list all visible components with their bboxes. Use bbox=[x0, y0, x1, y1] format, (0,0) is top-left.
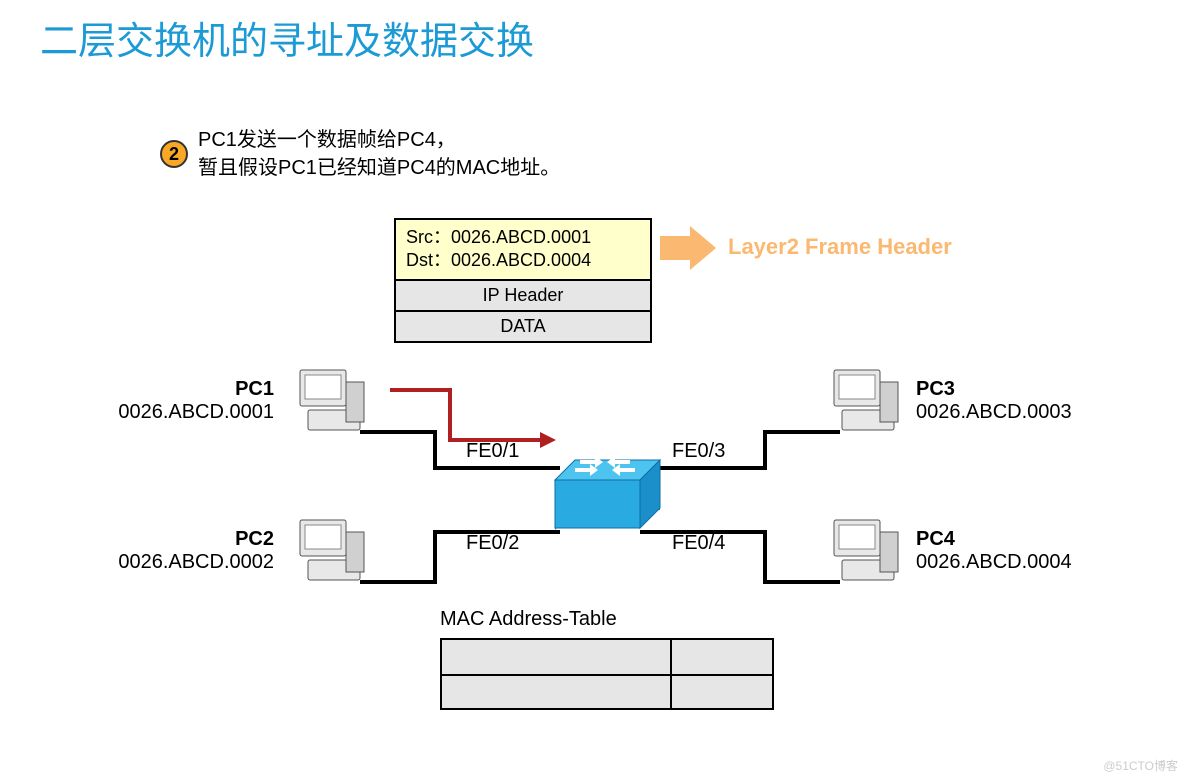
pc1-name: PC1 bbox=[44, 378, 274, 401]
pc1-label: PC1 0026.ABCD.0001 bbox=[44, 378, 274, 424]
port-fe02: FE0/2 bbox=[466, 532, 519, 555]
table-cell bbox=[672, 676, 772, 708]
pc4-icon bbox=[834, 520, 898, 580]
pc3-name: PC3 bbox=[916, 378, 1146, 401]
pc1-icon bbox=[300, 370, 364, 430]
table-cell bbox=[442, 676, 672, 708]
mac-address-table bbox=[440, 638, 774, 710]
mac-table-title: MAC Address-Table bbox=[440, 608, 617, 631]
pc1-mac: 0026.ABCD.0001 bbox=[44, 401, 274, 424]
pc2-mac: 0026.ABCD.0002 bbox=[44, 551, 274, 574]
pc3-label: PC3 0026.ABCD.0003 bbox=[916, 378, 1146, 424]
pc4-mac: 0026.ABCD.0004 bbox=[916, 551, 1146, 574]
table-row bbox=[442, 674, 772, 708]
table-cell bbox=[672, 640, 772, 674]
port-fe01: FE0/1 bbox=[466, 440, 519, 463]
pc2-name: PC2 bbox=[44, 528, 274, 551]
pc2-icon bbox=[300, 520, 364, 580]
table-cell bbox=[442, 640, 672, 674]
pc3-mac: 0026.ABCD.0003 bbox=[916, 401, 1146, 424]
port-fe04: FE0/4 bbox=[672, 532, 725, 555]
watermark: @51CTO博客 bbox=[1103, 757, 1178, 774]
port-fe03: FE0/3 bbox=[672, 440, 725, 463]
pc3-icon bbox=[834, 370, 898, 430]
switch-icon bbox=[555, 456, 660, 530]
pc2-label: PC2 0026.ABCD.0002 bbox=[44, 528, 274, 574]
table-row bbox=[442, 640, 772, 674]
pc4-label: PC4 0026.ABCD.0004 bbox=[916, 528, 1146, 574]
pc4-name: PC4 bbox=[916, 528, 1146, 551]
